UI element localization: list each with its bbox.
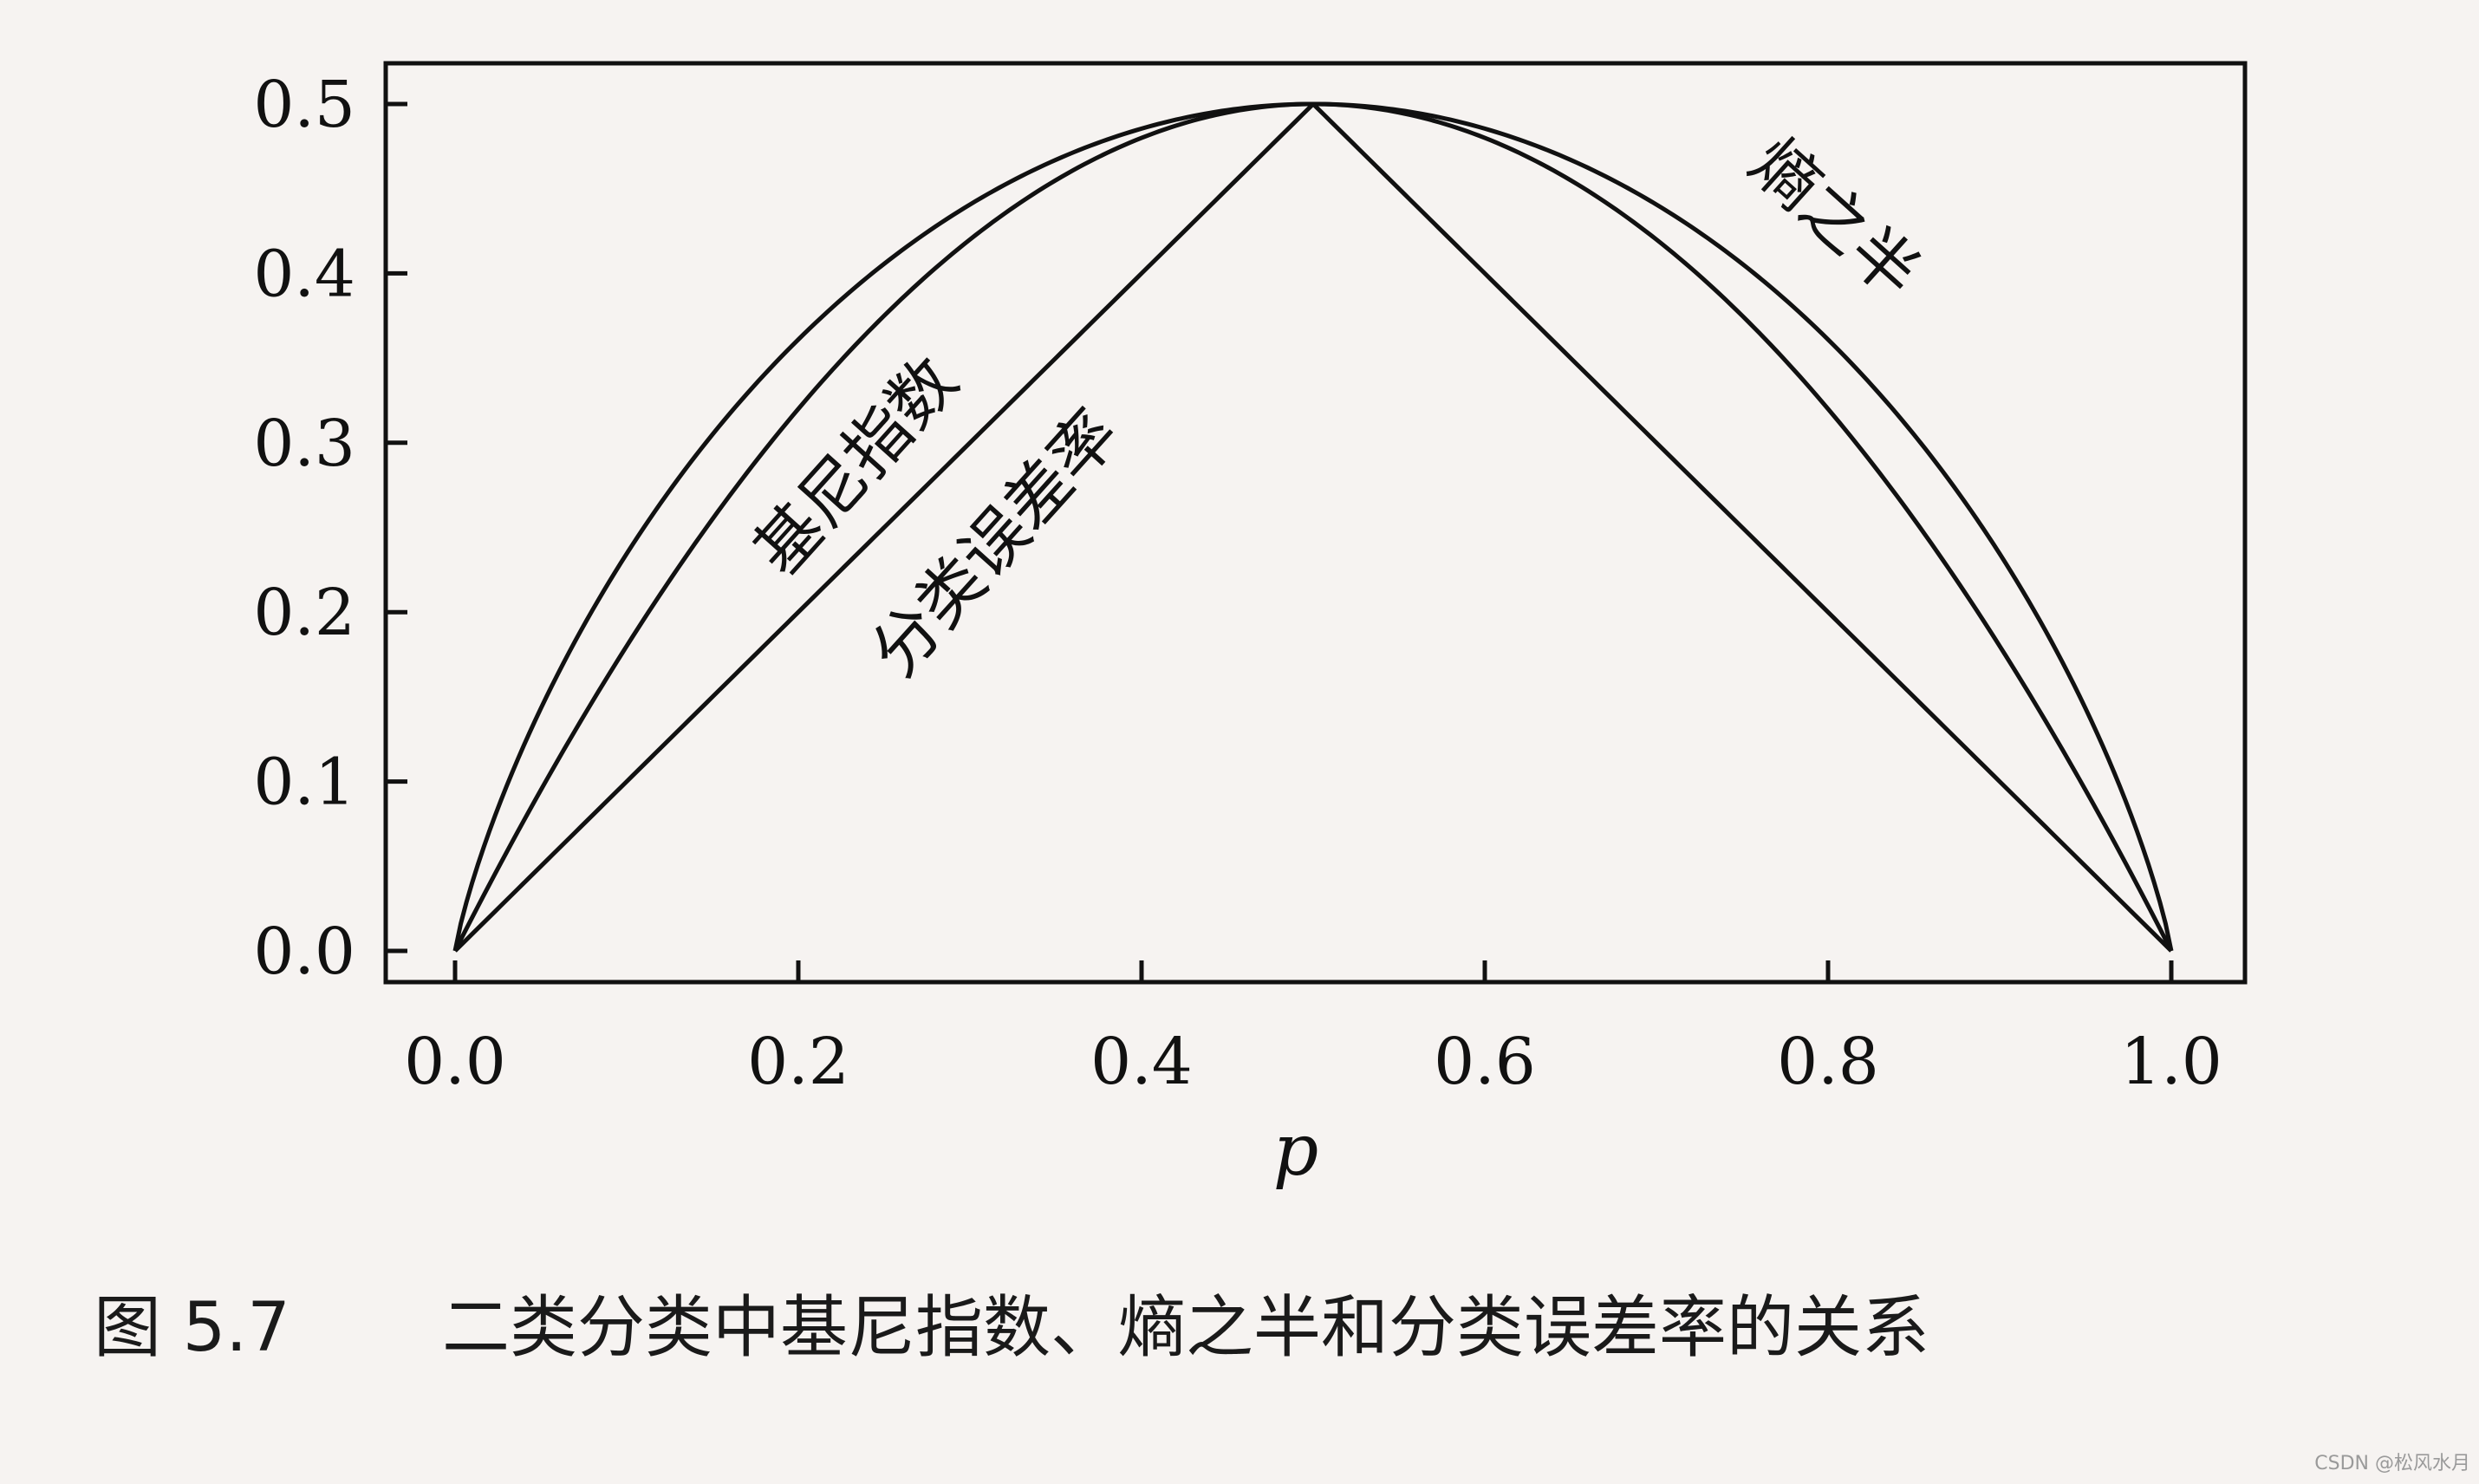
y-tick-label: 0.1 [253,745,355,820]
figure-caption: 二类分类中基尼指数、熵之半和分类误差率的关系 [442,1289,1929,1367]
x-tick-label: 0.0 [404,1025,506,1099]
y-tick-label: 0.4 [253,237,355,311]
x-tick-label: 0.4 [1090,1025,1193,1099]
y-axis-ticks: 0.0 0.1 0.2 0.3 0.4 0.5 [253,68,407,989]
x-tick-label: 0.2 [747,1025,849,1099]
series-line-gini [452,101,2174,953]
figure-number: 图 5.7 [94,1289,290,1367]
y-tick-label: 0.2 [253,576,355,650]
plot-frame [383,61,2248,985]
x-tick-label: 0.6 [1434,1025,1536,1099]
x-tick-label: 0.8 [1777,1025,1879,1099]
x-tick-label: 1.0 [2120,1025,2222,1099]
watermark: CSDN @松风水月 [2314,1453,2470,1474]
x-axis-ticks: 0.0 0.2 0.4 0.6 0.8 1.0 [404,960,2222,1099]
x-axis-label: p [1273,1110,1319,1192]
curves [452,101,2174,953]
y-tick-label: 0.0 [253,914,355,989]
y-tick-label: 0.5 [253,68,355,142]
y-tick-label: 0.3 [253,407,355,481]
series-line-half-entropy [452,101,2174,952]
series-line-error [453,101,2173,953]
